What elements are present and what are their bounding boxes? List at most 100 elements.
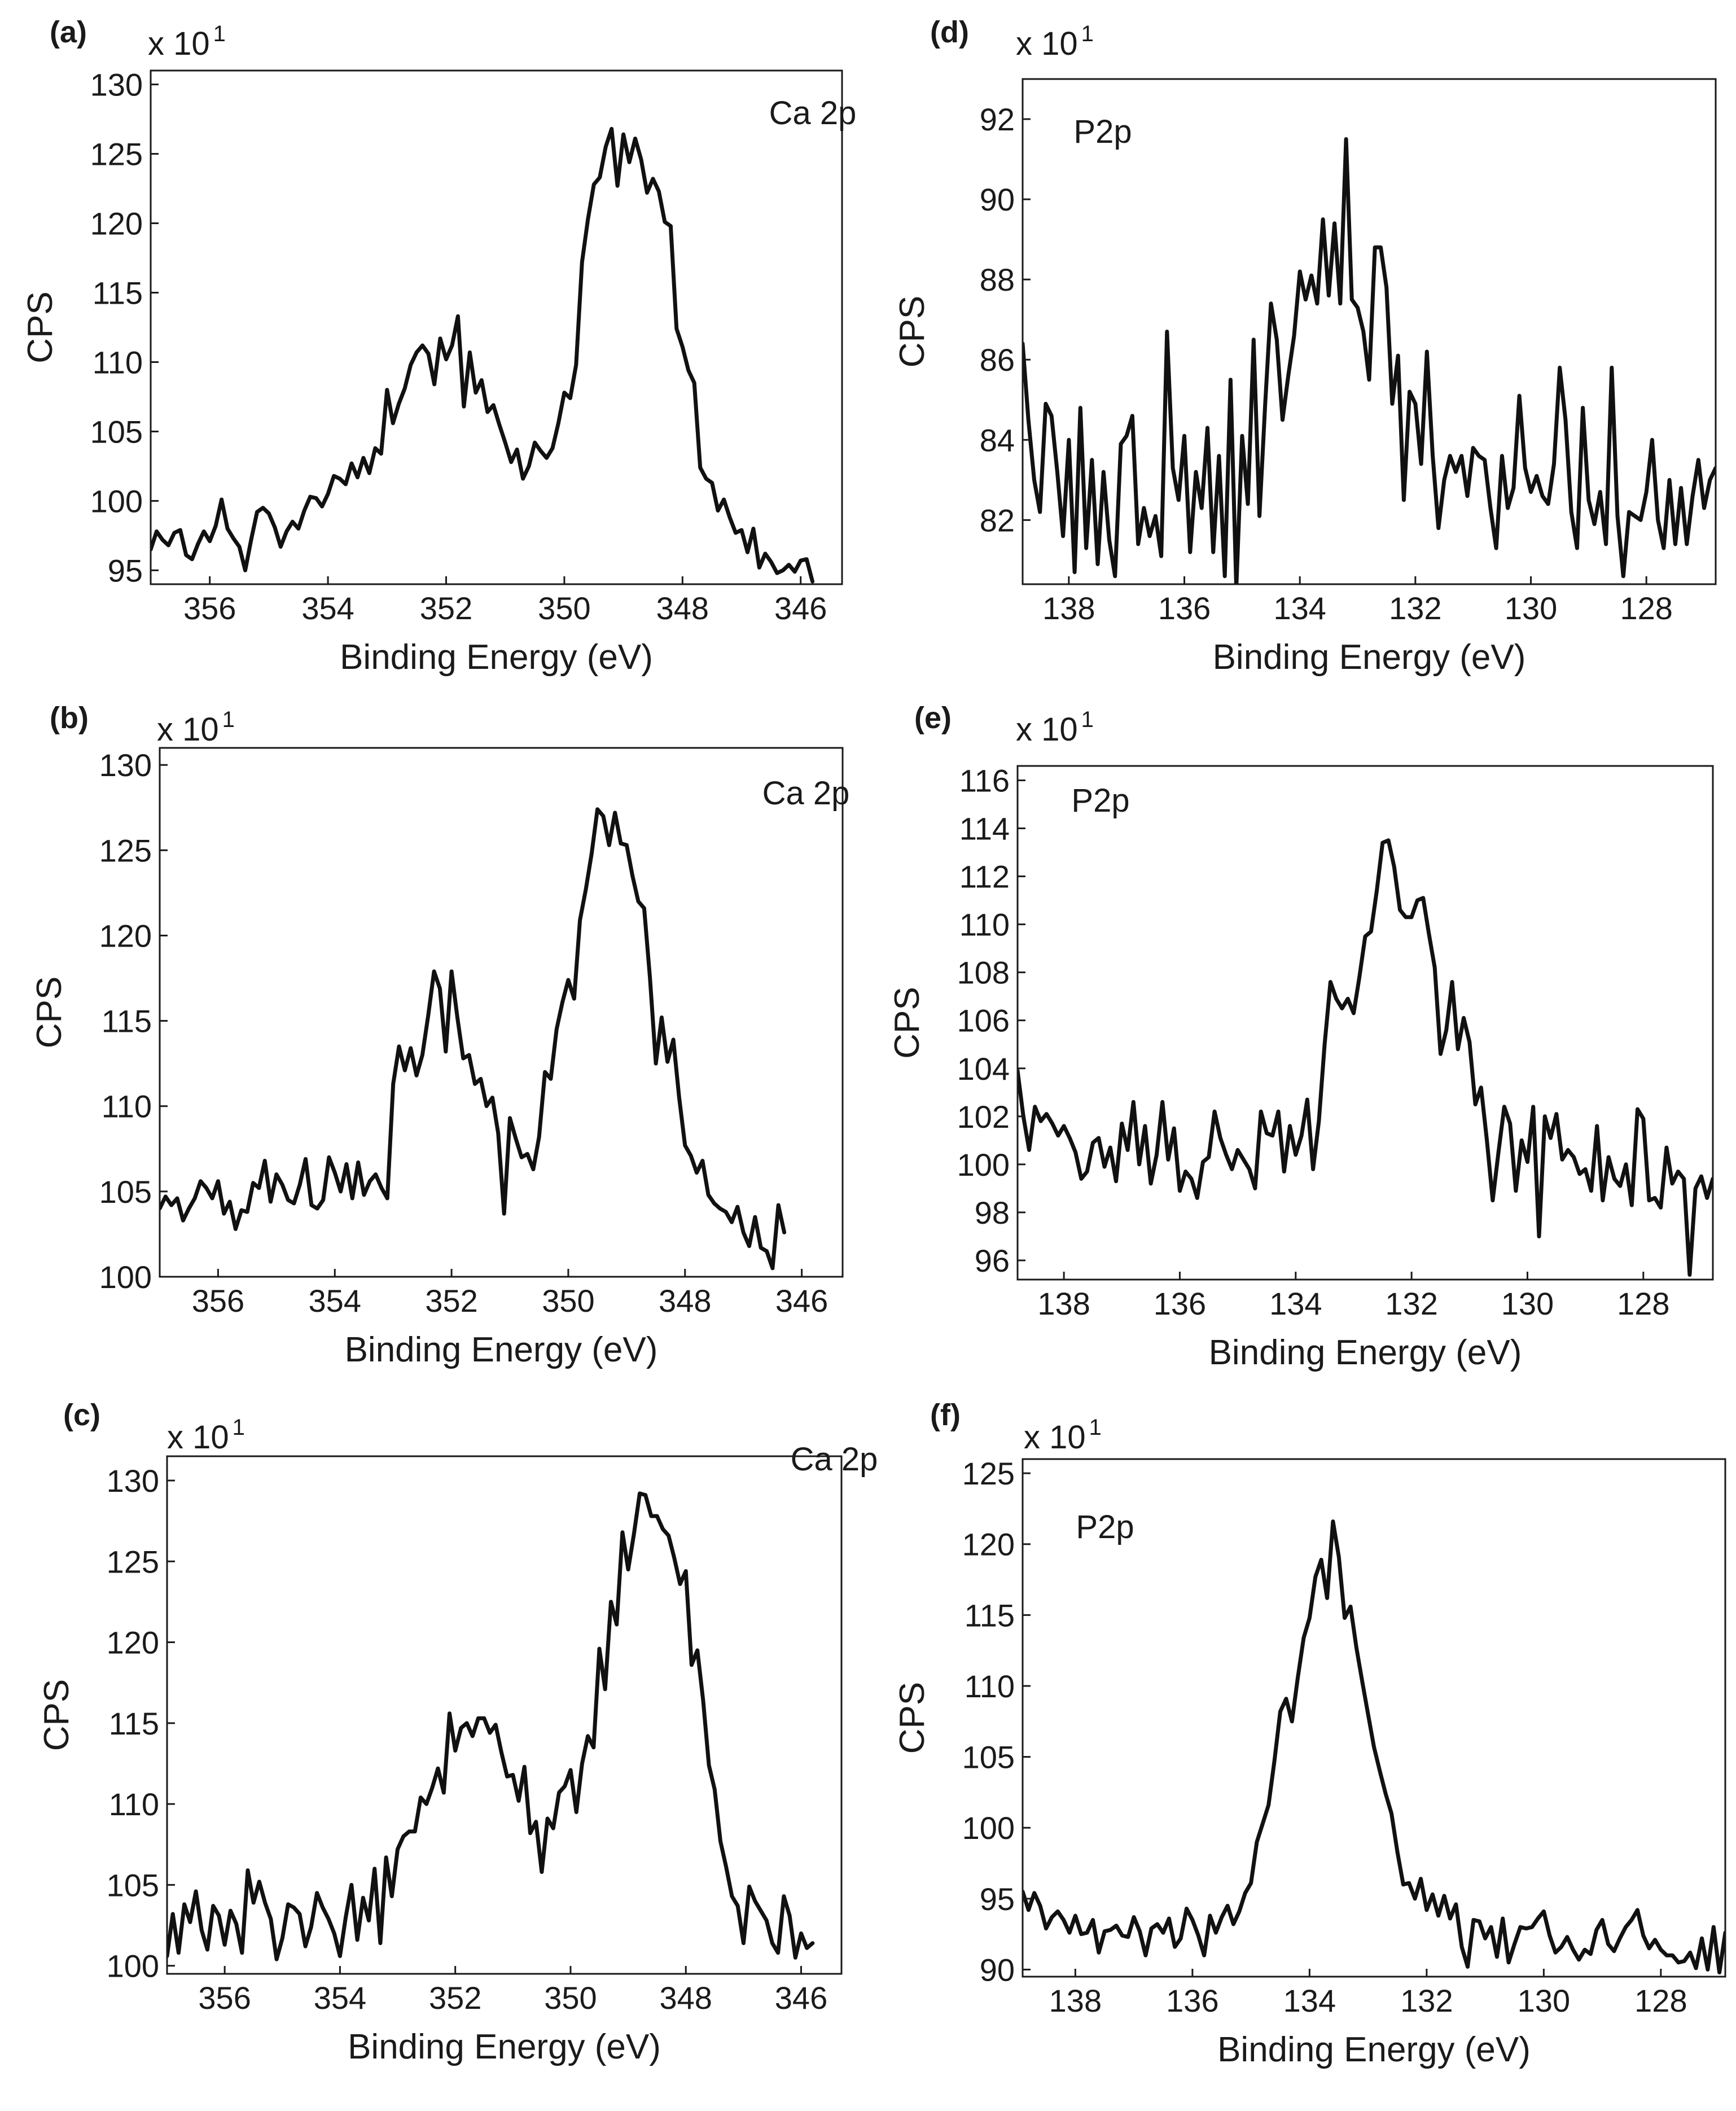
- panel-f-x-tick-label: 132: [1400, 1983, 1453, 2018]
- panel-c-annotation: Ca 2p: [791, 1441, 878, 1478]
- panel-b: 356 354 352 350 348 346 100 105 110 115 120 125 130 B…: [30, 701, 849, 1369]
- panel-c-y-tick-label: 105: [107, 1867, 159, 1903]
- panel-b-x-tick-label: 354: [309, 1283, 361, 1319]
- panel-a-x-tick-label: 350: [538, 590, 590, 626]
- panel-b-x-tick-label: 350: [542, 1283, 594, 1319]
- panel-e-y-tick-label: 110: [959, 907, 1010, 943]
- panel-e-y-tick-label: 112: [959, 859, 1010, 895]
- panel-c-x-tick-label: 354: [314, 1980, 366, 2016]
- panel-f-multiplier: x 10 1: [1024, 1415, 1102, 1456]
- panel-f-y-tick-label: 105: [962, 1740, 1015, 1775]
- panel-e: 138 136 134 132 130 128 96 98 100 102 104 106 108 110…: [888, 701, 1714, 1372]
- panel-e-plot-frame: [1016, 765, 1714, 1281]
- panel-e-y-tick-label: 102: [957, 1099, 1010, 1135]
- panel-b-multiplier: x 10 1: [157, 707, 235, 748]
- panel-e-y-tick-label: 114: [959, 811, 1010, 847]
- panel-e-series-line: [1018, 838, 1713, 1277]
- panel-c-x-axis-label: Binding Energy (eV): [348, 2027, 661, 2066]
- panel-e-y-tick-label: 116: [959, 763, 1010, 799]
- panel-b-x-tick-label: 352: [425, 1283, 477, 1319]
- panel-a-x-tick-label: 346: [774, 590, 827, 626]
- panel-d-y-axis-label: CPS: [893, 296, 932, 367]
- panel-c-x-tick-label: 352: [429, 1980, 481, 2016]
- panel-c-series-line: [167, 1491, 815, 1961]
- panel-e-y-tick-label: 108: [957, 955, 1010, 991]
- panel-c-multiplier: x 10 1: [167, 1415, 245, 1456]
- panel-a-y-tick-label: 130: [90, 67, 143, 103]
- panel-f-y-tick-label: 95: [980, 1881, 1015, 1917]
- panel-a-multiplier: x 10 1: [148, 21, 226, 62]
- panel-d: 138 136 134 132 130 128 82 84 86 88 90 92 Binding En…: [893, 15, 1717, 677]
- panel-a-x-tick-label: 348: [656, 590, 709, 626]
- panel-e-x-tick-label: 136: [1154, 1286, 1206, 1321]
- panel-d-x-tick-label: 132: [1389, 590, 1441, 626]
- panel-b-y-tick-label: 110: [102, 1089, 152, 1124]
- panel-a-y-axis-label: CPS: [21, 291, 60, 363]
- panel-a-y-tick-label: 95: [108, 553, 143, 588]
- panel-e-annotation: P2p: [1071, 782, 1129, 819]
- panel-a-y-tick-label: 100: [90, 483, 143, 519]
- panel-c-plot-frame: [166, 1455, 843, 1975]
- panel-b-y-tick-label: 100: [99, 1259, 152, 1295]
- panel-a-x-axis-label: Binding Energy (eV): [340, 638, 653, 677]
- panel-c-x-tick-label: 350: [544, 1980, 597, 2016]
- panel-c-y-tick-label: 115: [109, 1706, 159, 1741]
- panel-f-plot-frame: [1022, 1458, 1726, 1978]
- panel-f-letter: (f): [930, 1398, 961, 1432]
- panel-e-y-tick-label: 106: [957, 1003, 1010, 1039]
- panel-d-x-tick-label: 138: [1042, 590, 1095, 626]
- panel-f-y-tick-label: 115: [965, 1597, 1015, 1633]
- panel-d-x-axis-label: Binding Energy (eV): [1213, 638, 1526, 677]
- panel-d-x-tick-label: 136: [1158, 590, 1211, 626]
- panel-b-x-axis-label: Binding Energy (eV): [345, 1330, 658, 1369]
- panel-f-x-tick-label: 130: [1518, 1983, 1570, 2018]
- panel-d-y-tick-label: 92: [980, 102, 1015, 137]
- panel-e-y-tick-label: 96: [975, 1243, 1010, 1278]
- panel-c-x-tick-label: 356: [198, 1980, 251, 2016]
- panel-a-y-tick-label: 115: [93, 275, 143, 311]
- panel-f-y-tick-label: 120: [962, 1527, 1015, 1562]
- panel-e-x-tick-label: 132: [1385, 1286, 1437, 1321]
- panel-d-y-tick-label: 82: [980, 502, 1015, 538]
- panel-d-multiplier: x 10 1: [1016, 21, 1094, 62]
- panel-b-x-tick-label: 348: [659, 1283, 711, 1319]
- panel-e-y-axis-label: CPS: [888, 987, 927, 1058]
- panel-f-x-tick-label: 138: [1049, 1983, 1102, 2018]
- panel-c-x-tick-label: 348: [660, 1980, 712, 2016]
- panel-d-x-tick-label: 134: [1273, 590, 1326, 626]
- panel-c-y-tick-label: 130: [107, 1463, 159, 1499]
- panel-a-y-tick-label: 105: [90, 414, 143, 449]
- panel-c-y-axis-label: CPS: [37, 1679, 76, 1751]
- panel-e-letter: (e): [914, 701, 952, 735]
- panel-f-y-tick-label: 100: [962, 1810, 1015, 1846]
- panel-e-x-tick-label: 134: [1269, 1286, 1322, 1321]
- panel-e-x-tick-label: 128: [1617, 1286, 1669, 1321]
- panel-c-y-tick-label: 120: [107, 1625, 159, 1661]
- panel-f-x-tick-label: 128: [1634, 1983, 1687, 2018]
- panel-a-y-tick-label: 125: [90, 137, 143, 172]
- panel-b-y-axis-label: CPS: [30, 976, 69, 1048]
- panel-f-y-tick-label: 90: [980, 1952, 1015, 1987]
- panel-c-letter: (c): [63, 1398, 100, 1432]
- panel-b-x-tick-label: 346: [775, 1283, 828, 1319]
- panel-f-y-axis-label: CPS: [893, 1682, 932, 1754]
- panel-b-y-tick-label: 130: [99, 747, 152, 783]
- panel-b-y-tick-label: 125: [99, 833, 152, 868]
- panel-d-y-tick-label: 84: [980, 422, 1015, 458]
- panel-b-y-tick-label: 115: [102, 1004, 152, 1039]
- panel-f-x-tick-label: 136: [1166, 1983, 1218, 2018]
- panel-c-y-tick-label: 100: [107, 1948, 159, 1984]
- panel-d-x-tick-label: 130: [1505, 590, 1557, 626]
- panel-e-y-tick-label: 104: [957, 1051, 1010, 1087]
- panel-c-y-tick-label: 110: [109, 1786, 159, 1822]
- panel-e-x-tick-label: 138: [1037, 1286, 1090, 1321]
- panel-b-x-tick-label: 356: [192, 1283, 244, 1319]
- panel-a-x-tick-label: 354: [301, 590, 354, 626]
- panel-f: 138 136 134 132 130 128 90 95 100 105 110 115 120 125…: [893, 1398, 1726, 2069]
- panel-a-plot-frame: [150, 69, 843, 585]
- panel-b-series-line: [160, 807, 787, 1271]
- panel-d-x-tick-label: 128: [1620, 590, 1672, 626]
- panel-f-series-line: [1023, 1519, 1725, 1974]
